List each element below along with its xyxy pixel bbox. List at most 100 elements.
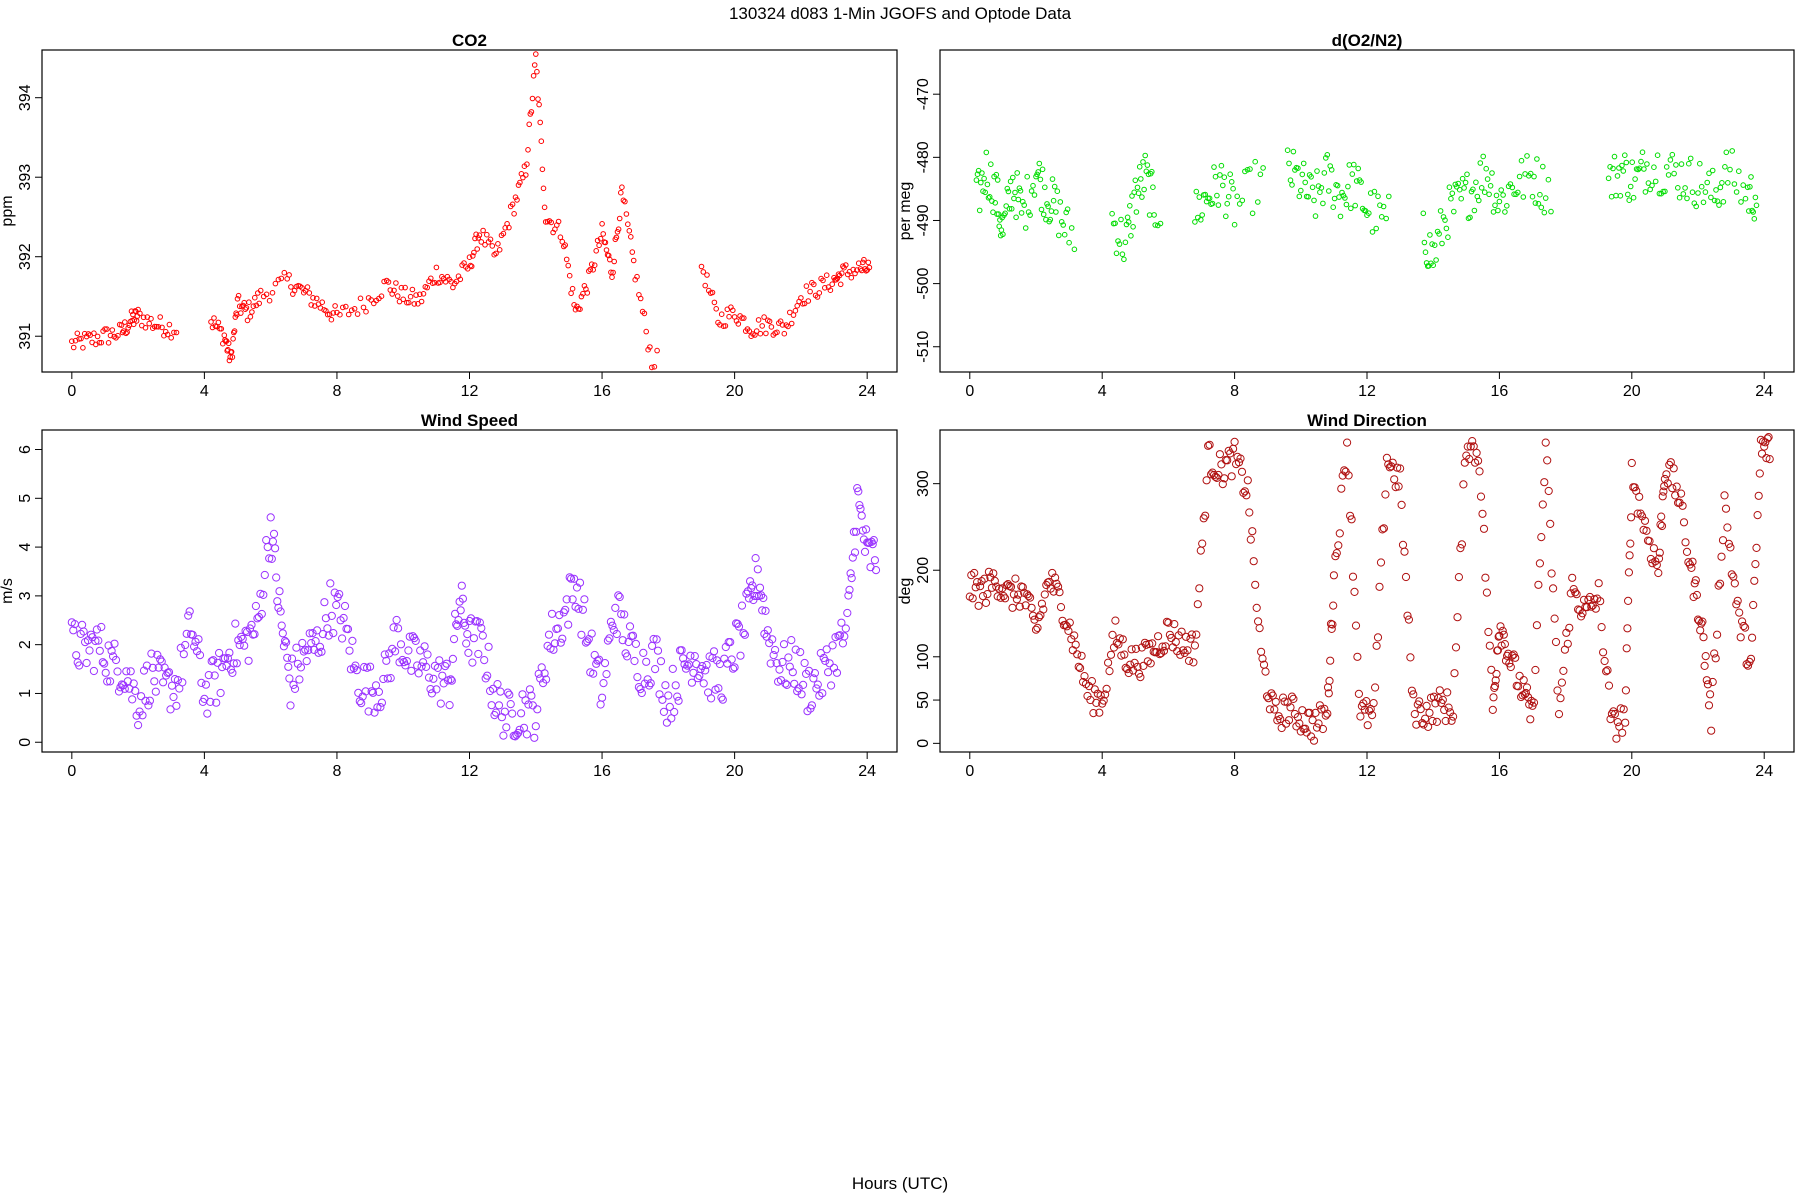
wspd-point <box>870 556 880 565</box>
do2n2-point <box>1473 179 1479 186</box>
wdir-point <box>1102 684 1111 694</box>
co2-ytick-label: 394 <box>17 84 34 111</box>
co2-point <box>529 95 536 102</box>
wdir-point <box>1571 588 1580 597</box>
do2n2-point <box>1632 176 1638 182</box>
do2n2-ytick-label: -500 <box>915 267 932 299</box>
wdir-point <box>1418 719 1427 728</box>
wdir-point <box>977 577 986 586</box>
wspd-point <box>286 701 295 710</box>
co2-point <box>256 300 263 307</box>
co2-point <box>801 300 808 307</box>
wspd-point <box>458 594 467 603</box>
wspd-point <box>763 626 772 635</box>
do2n2-point <box>1467 214 1473 221</box>
wdir-point <box>1139 661 1148 671</box>
wspd-point <box>251 601 260 611</box>
wdir-point <box>1369 699 1378 708</box>
wspd-point <box>871 566 881 575</box>
wspd-point <box>299 647 308 656</box>
wdir-point <box>1732 600 1741 609</box>
wspd-point <box>690 652 699 661</box>
co2-point <box>704 272 710 278</box>
do2n2-point <box>1427 232 1433 238</box>
wspd-point <box>266 513 275 522</box>
wspd-point <box>625 622 635 631</box>
wdir-point <box>968 594 977 603</box>
do2n2-point <box>1676 194 1683 201</box>
do2n2-point <box>1025 209 1032 215</box>
wdir-point <box>984 567 994 576</box>
wspd-point <box>469 634 478 643</box>
co2-point <box>391 287 397 294</box>
wdir-point <box>989 569 998 578</box>
co2-point <box>496 247 503 253</box>
wspd-point <box>85 646 94 655</box>
wspd-point <box>138 711 147 720</box>
do2n2-ytick-label: -510 <box>915 331 932 363</box>
co2-point <box>123 330 129 337</box>
co2-point <box>615 226 622 232</box>
co2-point <box>107 332 114 339</box>
co2-point <box>151 323 158 330</box>
do2n2-point <box>1532 200 1539 206</box>
co2-point <box>803 283 810 289</box>
do2n2-point <box>1299 171 1306 178</box>
wspd-point <box>144 701 153 710</box>
co2-point <box>700 269 707 275</box>
wdir-point <box>1277 723 1286 733</box>
wdir-point <box>1668 484 1677 493</box>
wspd-point <box>757 591 766 600</box>
wspd-point <box>603 636 613 645</box>
wdir-point <box>1456 544 1465 553</box>
wspd-point <box>828 641 837 650</box>
do2n2-point <box>1665 172 1672 178</box>
do2n2-point <box>983 149 990 156</box>
wspd-point <box>435 656 444 665</box>
do2n2-point <box>1125 219 1132 225</box>
wdir-point <box>1008 603 1017 612</box>
wdir-point <box>1049 587 1058 596</box>
do2n2-point <box>1383 215 1389 222</box>
do2n2-point <box>1687 155 1694 162</box>
wdir-point <box>1142 640 1151 649</box>
do2n2-point <box>1722 164 1728 170</box>
co2-xtick-label: 8 <box>332 383 341 400</box>
do2n2-point <box>1607 164 1613 170</box>
co2-point <box>243 305 250 311</box>
wspd-point <box>615 592 624 602</box>
wspd-point <box>651 665 660 674</box>
wspd-point <box>229 659 238 668</box>
co2-point <box>591 262 598 269</box>
wspd-point <box>771 645 780 655</box>
wspd-point <box>380 650 389 659</box>
wspd-point <box>759 593 768 603</box>
wdir-point <box>1190 641 1200 650</box>
co2-point <box>250 303 257 310</box>
wspd-point <box>433 663 442 673</box>
wdir-point <box>1265 705 1275 714</box>
do2n2-point <box>1311 197 1317 204</box>
do2n2-point <box>1324 152 1331 158</box>
do2n2-point <box>1652 178 1659 185</box>
wdir-point <box>1622 644 1631 653</box>
wdir-point <box>1587 602 1596 611</box>
wdir-point <box>1106 650 1116 659</box>
do2n2-point <box>1678 161 1685 167</box>
do2n2-point <box>1138 176 1144 182</box>
wspd-point <box>714 684 723 693</box>
co2-point <box>231 328 238 334</box>
do2n2-point <box>981 175 987 182</box>
wdir-point <box>1526 715 1535 724</box>
wspd-point <box>368 688 378 697</box>
do2n2-point <box>1616 165 1622 171</box>
do2n2-point <box>1017 188 1024 194</box>
wdir-point <box>1630 483 1639 492</box>
wspd-point <box>279 642 288 651</box>
co2-point <box>541 204 548 211</box>
wdir-point <box>1027 603 1036 612</box>
co2-point <box>394 293 401 299</box>
wspd-point <box>813 680 822 689</box>
do2n2-point <box>1689 189 1696 195</box>
co2-point <box>848 274 855 281</box>
